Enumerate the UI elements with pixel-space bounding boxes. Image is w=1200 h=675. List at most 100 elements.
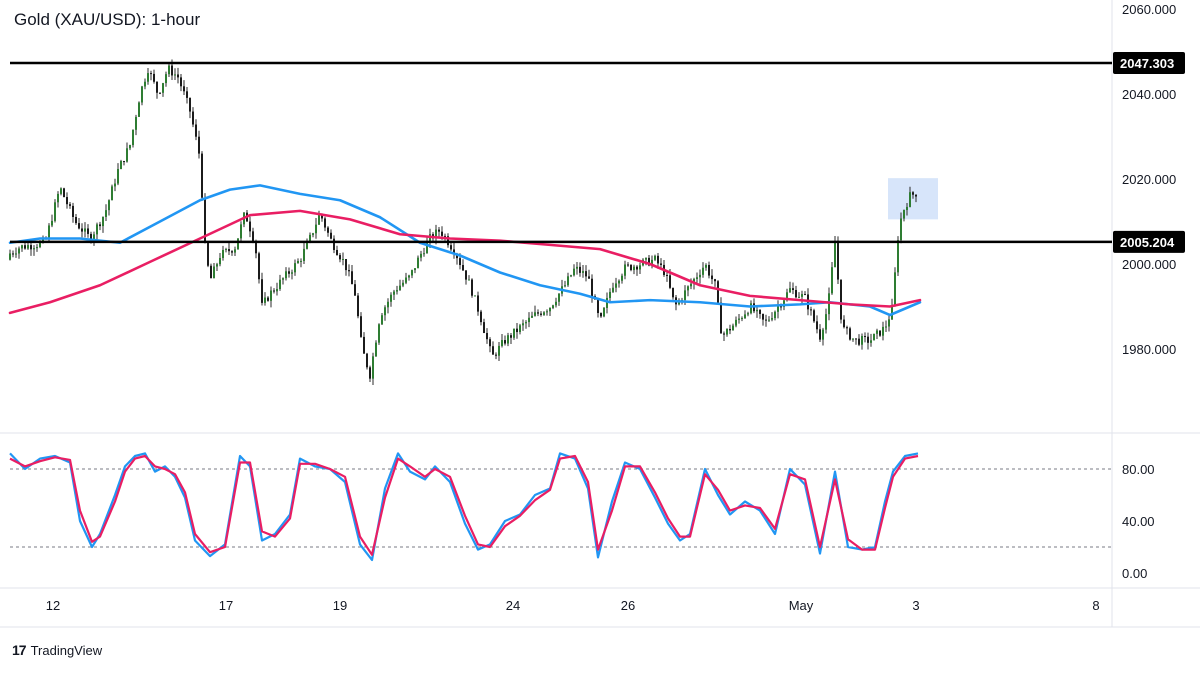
candle-body [480, 311, 482, 323]
candle-body [657, 255, 659, 264]
candle-body [522, 323, 524, 326]
candle-body [12, 253, 14, 255]
candle-body [819, 329, 821, 340]
candle-body [282, 278, 284, 280]
candle-body [312, 233, 314, 235]
candle-body [168, 65, 170, 75]
candle-body [690, 283, 692, 287]
candle-body [210, 265, 212, 279]
candle-body [201, 153, 203, 198]
candle-body [720, 302, 722, 334]
moving-average-magenta-line [8, 209, 922, 315]
candle-body [537, 312, 539, 314]
candle-body [294, 263, 296, 273]
candle-body [147, 73, 149, 82]
candle-body [639, 265, 641, 270]
candle-body [576, 266, 578, 269]
candle-body [855, 338, 857, 340]
candle-body [531, 315, 533, 318]
candle-body [276, 289, 278, 292]
candle-body [336, 249, 338, 256]
tradingview-brand[interactable]: 17 TradingView [12, 642, 102, 658]
candle-body [546, 311, 548, 313]
candle-body [708, 264, 710, 276]
candle-body [51, 220, 53, 226]
candle-body [24, 245, 26, 249]
candle-body [87, 228, 89, 234]
candle-body [237, 238, 239, 250]
candle-body [255, 241, 257, 254]
candle-body [621, 275, 623, 281]
candle-body [903, 210, 905, 219]
candle-body [48, 225, 50, 239]
candle-body [714, 279, 716, 282]
candle-body [33, 248, 35, 250]
candle-body [60, 188, 62, 194]
candle-body [567, 276, 569, 286]
candle-body [543, 312, 545, 315]
chart-title: Gold (XAU/USD): 1-hour [14, 10, 201, 29]
candle-body [375, 342, 377, 357]
candle-body [162, 83, 164, 93]
candle-body [132, 129, 134, 146]
candle-body [126, 148, 128, 162]
candle-body [840, 279, 842, 320]
candle-body [900, 218, 902, 241]
level-price-label: 2047.303 [1120, 56, 1174, 71]
candle-body [741, 318, 743, 320]
candle-body [696, 277, 698, 279]
stoch-axis-tick-label: 80.00 [1122, 462, 1155, 477]
time-axis-tick-label: 12 [46, 598, 60, 613]
candle-body [108, 200, 110, 211]
candle-body [471, 279, 473, 296]
candle-body [300, 260, 302, 262]
candle-body [42, 238, 44, 242]
candle-body [426, 241, 428, 254]
candle-body [456, 254, 458, 259]
candle-body [771, 318, 773, 320]
candle-body [402, 282, 404, 286]
candle-body [369, 367, 371, 379]
candle-body [498, 345, 500, 356]
candle-body [129, 145, 131, 149]
candle-body [792, 288, 794, 290]
candle-body [144, 81, 146, 87]
candle-body [831, 267, 833, 294]
candle-body [801, 294, 803, 297]
candle-body [495, 354, 497, 356]
candle-body [882, 326, 884, 336]
candle-body [222, 249, 224, 258]
candle-body [606, 297, 608, 308]
tradingview-logo-icon: 17 [12, 642, 27, 658]
candle-body [570, 275, 572, 277]
candle-body [897, 240, 899, 273]
candle-body [783, 300, 785, 307]
candle-body [888, 319, 890, 327]
candle-body [465, 270, 467, 280]
candle-body [879, 330, 881, 336]
candle-body [423, 253, 425, 255]
time-axis-tick-label: 8 [1092, 598, 1099, 613]
candle-body [303, 248, 305, 261]
candle-body [363, 336, 365, 354]
level-price-tag [1113, 51, 1185, 74]
candle-body [669, 275, 671, 288]
candle-body [474, 295, 476, 297]
candle-body [768, 319, 770, 321]
candle-body [885, 326, 887, 328]
candle-body [603, 307, 605, 317]
time-axis-tick-label: 19 [333, 598, 347, 613]
candle-body [717, 281, 719, 303]
candle-body [564, 285, 566, 287]
candle-body [684, 290, 686, 300]
stoch-axis-tick-label: 40.00 [1122, 514, 1155, 529]
candle-body [666, 274, 668, 276]
candle-body [171, 65, 173, 76]
candle-body [609, 291, 611, 298]
candle-body [591, 278, 593, 297]
candle-body [660, 263, 662, 265]
candle-body [366, 353, 368, 368]
candle-body [288, 271, 290, 274]
candle-body [420, 253, 422, 258]
